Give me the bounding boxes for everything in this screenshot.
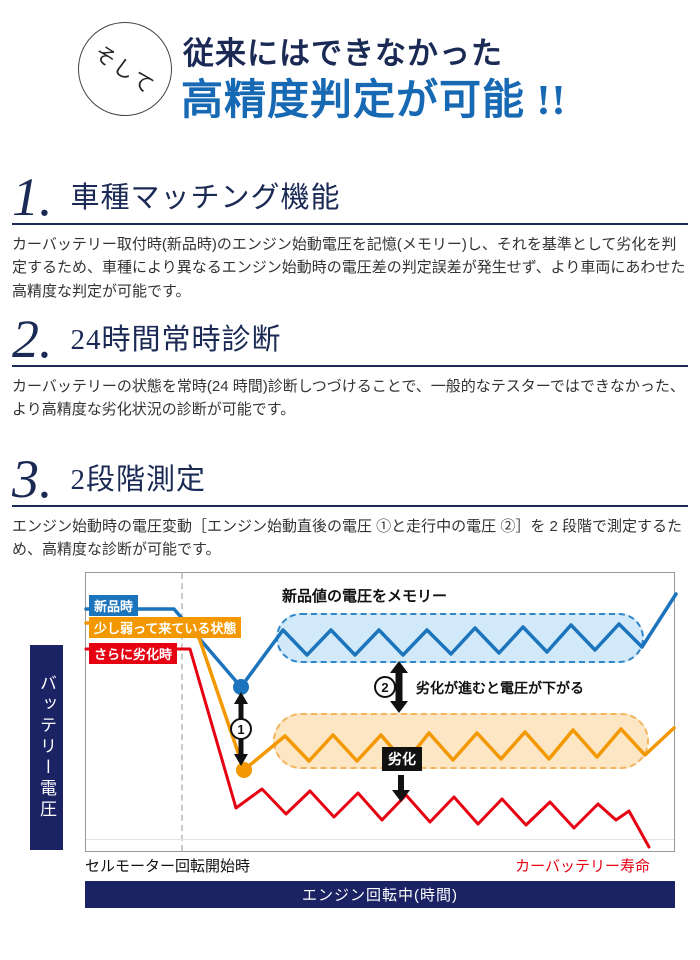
- arrow-annotations: [234, 661, 410, 802]
- arrowhead-down: [234, 754, 248, 766]
- arrowhead-down: [390, 701, 408, 713]
- degradation-note: 劣化が進むと電圧が下がる: [416, 680, 584, 696]
- arrowhead-up: [390, 661, 408, 673]
- section-body: カーバッテリー取付時(新品時)のエンジン始動電圧を記憶(メモリー)し、それを基準…: [12, 236, 686, 300]
- orange-highlight-region: [273, 713, 649, 769]
- x-axis-left-label: セルモーター回転開始時: [85, 858, 251, 875]
- section-title: 24時間常時診断: [70, 324, 282, 356]
- section-24h-diagnosis: 2. 24時間常時診断 カーバッテリーの状態を常時(24 時間)診断しつづけるこ…: [12, 309, 688, 422]
- section-heading: 1. 車種マッチング機能: [12, 167, 688, 228]
- memory-note: 新品値の電圧をメモリー: [282, 588, 448, 605]
- x-axis-bar: エンジン回転中(時間): [85, 881, 675, 908]
- header-badge-text: そして: [89, 40, 160, 100]
- header-subtitle: 従来にはできなかった: [183, 36, 503, 71]
- marker-circle-2: 2: [374, 676, 396, 698]
- section-number: 3.: [12, 449, 53, 510]
- section-body: エンジン始動時の電圧変動［エンジン始動直後の電圧 ①と走行中の電圧 ②］を 2 …: [12, 518, 683, 559]
- section-body: カーバッテリーの状態を常時(24 時間)診断しつづけることで、一般的なテスターで…: [12, 378, 685, 419]
- header-title: 高精度判定が可能 !!: [181, 78, 567, 124]
- x-axis-right-label: カーバッテリー寿命: [515, 858, 650, 875]
- plot-area: 新品時 少し弱って来ている状態 さらに劣化時 新品値の電圧をメモリー 劣化が進む…: [84, 572, 678, 852]
- section-vehicle-matching: 1. 車種マッチング機能 カーバッテリー取付時(新品時)のエンジン始動電圧を記憶…: [12, 167, 688, 303]
- gridline: [86, 839, 674, 840]
- arrowhead-down: [392, 790, 410, 802]
- section-number: 1.: [12, 167, 53, 228]
- voltage-chart: バッテリー電圧 新品時 少し弱って来ている状: [0, 563, 700, 958]
- section-heading: 3. 2段階測定: [12, 449, 688, 510]
- section-title: 2段階測定: [70, 464, 207, 496]
- legend-tag-new: 新品時: [89, 595, 139, 616]
- section-heading: 2. 24時間常時診断: [12, 309, 688, 370]
- line-series-group: [84, 592, 678, 849]
- section-title: 車種マッチング機能: [70, 182, 341, 214]
- y-axis-label: バッテリー電圧: [30, 645, 63, 850]
- degradation-tag: 劣化: [382, 747, 422, 771]
- legend-tag-weakening: 少し弱って来ている状態: [89, 617, 242, 638]
- legend-tag-degraded: さらに劣化時: [89, 643, 178, 664]
- chart-lines-svg: [84, 592, 678, 849]
- start-dashed-line: [181, 573, 183, 851]
- section-number: 2.: [12, 309, 53, 370]
- arrowhead-up: [234, 692, 248, 704]
- section-two-stage-measure: 3. 2段階測定 エンジン始動時の電圧変動［エンジン始動直後の電圧 ①と走行中の…: [12, 449, 688, 562]
- marker-circle-1: 1: [230, 718, 252, 740]
- header-badge-circle: そして: [78, 22, 172, 116]
